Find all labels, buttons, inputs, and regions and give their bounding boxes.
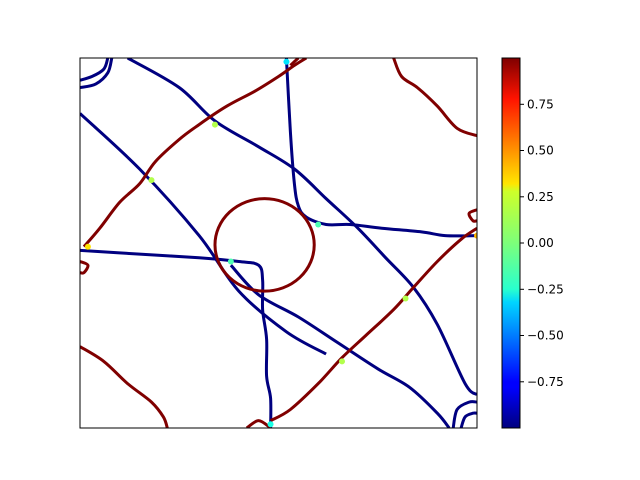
contour-blue-4	[284, 58, 477, 238]
saddle-point-8	[267, 421, 274, 428]
saddle-point-2	[148, 177, 155, 184]
contour-red-7	[467, 208, 477, 223]
saddle-point-6	[474, 232, 477, 239]
contour-red-6	[80, 260, 90, 275]
contour-red-5	[245, 419, 272, 428]
contour-red-circle	[213, 197, 316, 293]
saddle-point-3	[84, 243, 91, 250]
colorbar-tick-label: −0.50	[527, 329, 564, 343]
contour-blue-corner-tl	[80, 58, 110, 82]
saddle-point-5	[402, 295, 409, 302]
colorbar-ticks: 0.75 0.50 0.25 0.00 −0.25 −0.50 −0.75	[520, 97, 564, 389]
contour-blue-5	[80, 248, 273, 428]
contour-red-1	[82, 58, 308, 248]
colorbar-tick-label: −0.75	[527, 375, 564, 389]
colorbar: 0.75 0.50 0.25 0.00 −0.25 −0.50 −0.75	[501, 57, 564, 429]
contour-red-3	[392, 58, 477, 138]
saddle-points	[84, 58, 477, 428]
saddle-point-1	[211, 121, 218, 128]
contour-blue-2	[126, 58, 477, 396]
saddle-point-9	[227, 258, 234, 265]
axes-frame	[79, 57, 478, 429]
colorbar-tick-label: 0.25	[527, 190, 554, 204]
contour-blue-corner-br-2	[459, 411, 477, 428]
heatmap-plot-area	[79, 57, 478, 429]
contour-curves	[80, 58, 477, 428]
saddle-point-7	[283, 58, 290, 65]
contour-blue-corner-tl-2	[80, 58, 114, 90]
colorbar-tick-label: −0.25	[527, 282, 564, 296]
contour-red-4	[80, 345, 169, 428]
saddle-point-4	[339, 358, 346, 365]
colorbar-tick-label: 0.75	[527, 97, 554, 111]
contour-blue-1	[80, 112, 327, 356]
colorbar-gradient	[502, 58, 520, 428]
colorbar-tick-label: 0.00	[527, 236, 554, 250]
axes-background	[80, 58, 477, 428]
saddle-point-10	[315, 221, 322, 228]
contour-blue-corner-br	[451, 400, 477, 428]
colorbar-tick-label: 0.50	[527, 144, 554, 158]
contour-red-2	[269, 226, 477, 422]
